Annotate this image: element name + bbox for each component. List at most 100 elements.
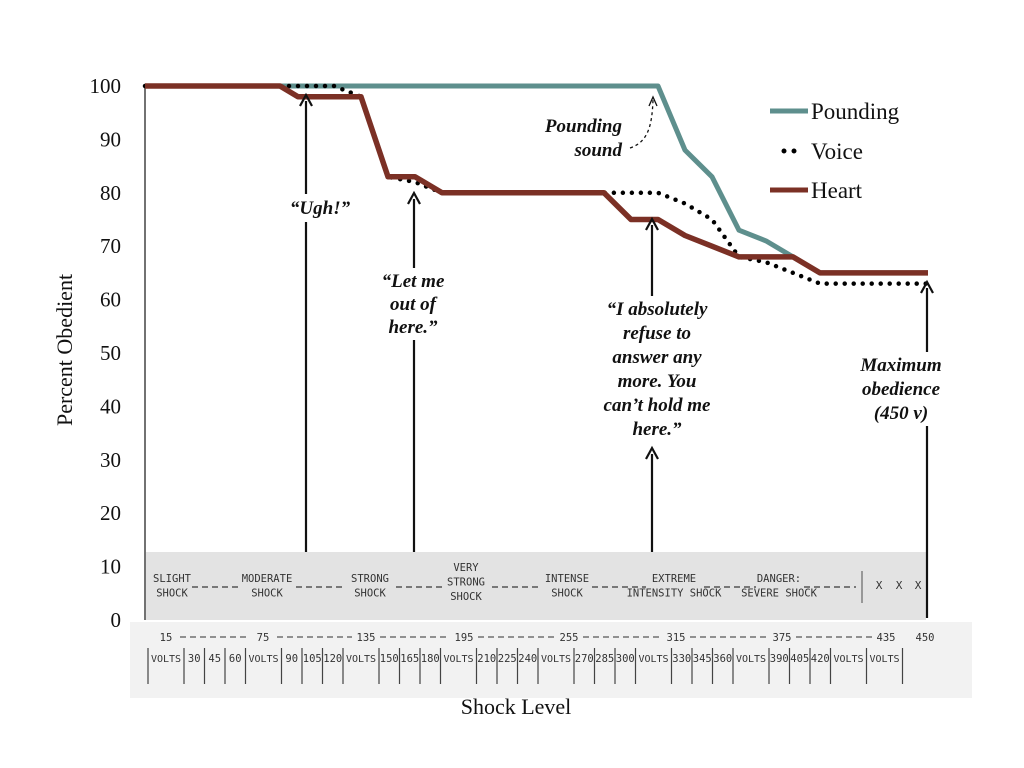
annotation-ugh: “Ugh!” (290, 198, 351, 219)
shock-category-line: SHOCK (551, 588, 583, 600)
shock-category-line: STRONG (447, 577, 485, 589)
switch-label: 420 (811, 653, 830, 665)
switch-label: VOLTS (736, 654, 766, 665)
arrow-max-head (920, 279, 934, 294)
shock-category-line: MODERATE (242, 573, 293, 585)
pounding-sound-pointer-head (648, 95, 658, 107)
shock-category-label: INTENSE SHOCK (545, 573, 589, 600)
annotation-max-obedience: Maximum obedience (450 v) (859, 355, 941, 424)
switch-label: 120 (323, 653, 342, 665)
annotation-bg (276, 194, 358, 222)
switch-label: 180 (421, 653, 440, 665)
legend: Pounding Voice Heart (770, 99, 900, 203)
voltage-top-label: 15 (160, 632, 173, 644)
annotation-refuse-line: “I absolutely (607, 299, 708, 320)
shock-category-band (146, 552, 926, 620)
series-line-heart (145, 83, 928, 276)
switch-label: VOLTS (151, 654, 181, 665)
shock-category-label: EXTREME INTENSITY SHOCK (627, 573, 723, 600)
annotation-refuse: “I absolutely refuse to answer any more. Yo… (604, 299, 712, 440)
annotation-bg (372, 268, 456, 340)
annotation-max-obedience-line: obedience (862, 379, 941, 400)
switch-label: 45 (208, 653, 221, 665)
y-axis: 0 10 20 30 40 50 60 70 80 90 100 (90, 74, 146, 632)
annotation-let-me-out-line: out of (390, 294, 438, 315)
shock-category-line: SEVERE SHOCK (741, 588, 818, 600)
annotation-max-obedience-line: Maximum (859, 355, 941, 376)
switch-label: 30 (188, 653, 201, 665)
switch-label: 405 (790, 653, 809, 665)
y-tick-label: 60 (100, 288, 121, 312)
y-tick-label: 40 (100, 394, 121, 418)
arrow-let-me-out-head (407, 190, 421, 205)
annotation-let-me-out-line: “Let me (382, 271, 445, 292)
switch-label: 150 (380, 653, 399, 665)
annotation-refuse-line: more. You (618, 371, 697, 392)
y-tick-label: 30 (100, 448, 121, 472)
switch-label: VOLTS (638, 654, 668, 665)
annotation-max-obedience-line: (450 v) (874, 403, 928, 424)
shock-category-line: SLIGHT (153, 573, 192, 585)
xxx-label: X (876, 579, 883, 592)
switch-label: VOLTS (541, 654, 571, 665)
y-tick-label: 100 (90, 74, 122, 98)
voltage-top-label: 315 (667, 632, 686, 644)
xxx-label: X (896, 579, 903, 592)
voltage-top-label: 450 (916, 632, 935, 644)
arrow-ugh-head (299, 92, 313, 107)
shock-category-label: VERY STRONG SHOCK (447, 562, 485, 603)
shock-category-line: STRONG (351, 573, 389, 585)
switch-label: 330 (672, 653, 691, 665)
legend-label-pounding: Pounding (811, 99, 900, 124)
pounding-sound-pointer (629, 99, 654, 149)
shock-category-line: EXTREME (652, 573, 696, 585)
shock-category-line: VERY (453, 562, 479, 574)
annotation-pounding-sound-line: Pounding (544, 116, 622, 137)
y-tick-label: 10 (100, 555, 121, 579)
annotation-bg (846, 352, 956, 426)
y-tick-label: 20 (100, 501, 121, 525)
switch-label: VOLTS (443, 654, 473, 665)
switch-label: 285 (595, 653, 614, 665)
switch-label: 390 (770, 653, 789, 665)
legend-label-voice: Voice (811, 139, 863, 164)
series-lines (142, 83, 931, 286)
annotation-refuse-line: can’t hold me (604, 395, 712, 416)
shock-category-line: SHOCK (156, 588, 188, 600)
switch-label: 300 (616, 653, 635, 665)
voltage-band (130, 622, 972, 698)
shock-category-line: DANGER: (757, 573, 801, 585)
switch-label: 345 (693, 653, 712, 665)
annotation-refuse-line: refuse to (623, 323, 691, 344)
voltage-top-label: 435 (877, 632, 896, 644)
shock-category-label: STRONG SHOCK (351, 573, 389, 600)
xxx-label: X (915, 579, 922, 592)
switch-label: 210 (477, 653, 496, 665)
y-tick-label: 70 (100, 234, 121, 258)
legend-label-heart: Heart (811, 178, 863, 203)
switch-label: 360 (713, 653, 732, 665)
voltage-top-label: 135 (357, 632, 376, 644)
shock-category-line: INTENSE (545, 573, 589, 585)
shock-category-line: SHOCK (450, 591, 482, 603)
voltage-top-label: 255 (560, 632, 579, 644)
arrow-refuse-head (645, 216, 659, 231)
voltage-top-label: 195 (455, 632, 474, 644)
arrow-refuse-lower-head (645, 445, 659, 460)
y-tick-label: 50 (100, 341, 121, 365)
annotation-refuse-line: here.” (632, 419, 682, 440)
switch-label: 105 (303, 653, 322, 665)
shock-category-line: SHOCK (251, 588, 283, 600)
switch-label: 240 (518, 653, 537, 665)
shock-category-label: MODERATE SHOCK (242, 573, 293, 600)
shock-panel: SLIGHT SHOCK MODERATE SHOCK STRONG SHOCK VERY S… (130, 552, 972, 698)
shock-category-line: SHOCK (354, 588, 386, 600)
annotation-pounding-sound: Pounding sound (544, 116, 623, 161)
switch-label: VOLTS (248, 654, 278, 665)
switch-label: 60 (229, 653, 242, 665)
annotation-ugh-line: “Ugh!” (290, 198, 351, 219)
annotation-refuse-line: answer any (612, 347, 702, 368)
shock-category-label: DANGER: SEVERE SHOCK (741, 573, 818, 600)
voltage-top-label: 375 (773, 632, 792, 644)
